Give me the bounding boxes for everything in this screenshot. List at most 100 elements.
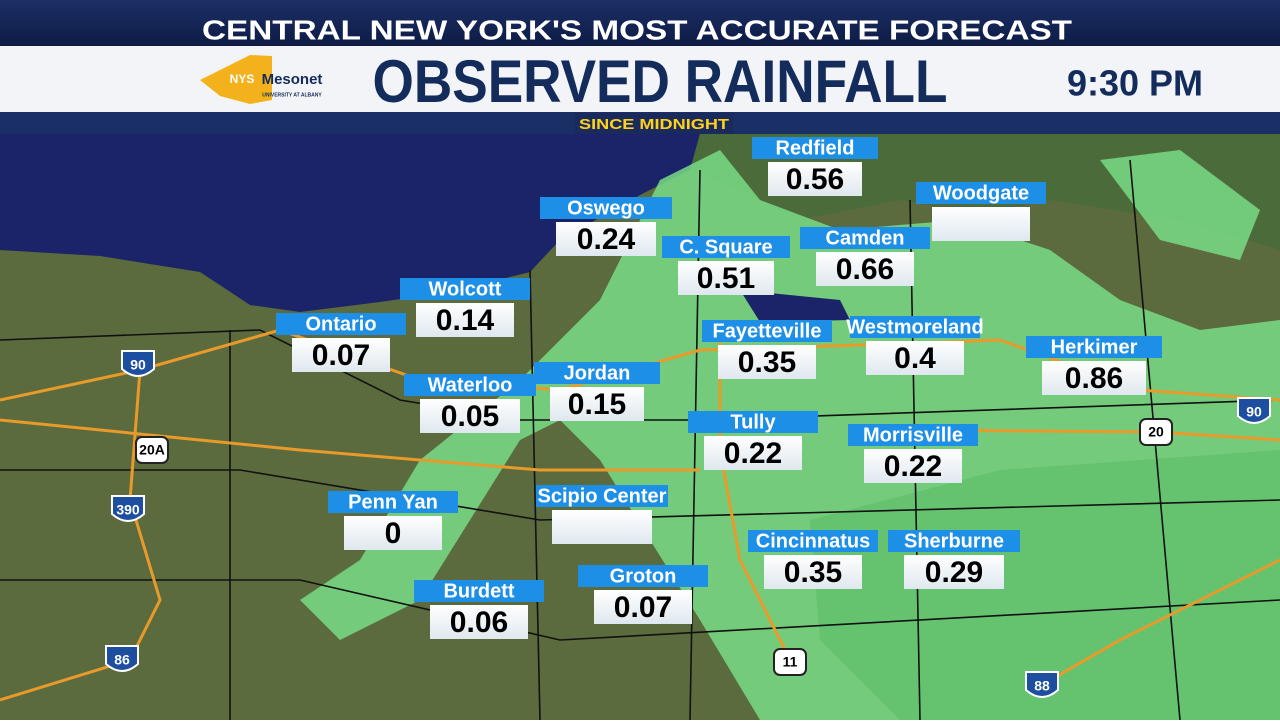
station-name: Ontario bbox=[305, 313, 376, 335]
station-name: Morrisville bbox=[863, 424, 963, 446]
interstate-shield bbox=[105, 645, 139, 672]
station-name-box bbox=[702, 320, 832, 342]
station-name-box bbox=[662, 236, 790, 258]
station-name-box bbox=[748, 530, 878, 552]
station-name-box bbox=[404, 374, 536, 396]
station-value: 0.22 bbox=[884, 450, 942, 483]
station-value: 0.06 bbox=[450, 606, 508, 639]
station-value-box bbox=[416, 303, 514, 337]
station-name: Westmoreland bbox=[846, 316, 983, 338]
station-name: Herkimer bbox=[1051, 336, 1138, 358]
station-value: 0.35 bbox=[784, 556, 842, 589]
us-shield bbox=[1139, 418, 1173, 446]
station-name-box bbox=[540, 197, 672, 219]
station-name: Redfield bbox=[776, 137, 855, 159]
station-value-box bbox=[420, 399, 520, 433]
station-value-box bbox=[344, 516, 442, 550]
station-name: Jordan bbox=[564, 362, 631, 384]
station-name-box bbox=[1026, 336, 1162, 358]
top-bar bbox=[0, 0, 1280, 46]
station-name-box bbox=[536, 485, 668, 507]
station-name: Groton bbox=[610, 565, 677, 587]
station-value: 0.4 bbox=[894, 342, 936, 375]
station-value: 0.35 bbox=[738, 346, 796, 379]
station-name-box bbox=[688, 411, 818, 433]
station-name-box bbox=[276, 313, 406, 335]
oneida-lake bbox=[740, 290, 850, 322]
shield-label: 390 bbox=[116, 502, 140, 518]
station-name: Cincinnatus bbox=[756, 530, 870, 552]
station-name: Sherburne bbox=[904, 530, 1004, 552]
station-value: 0.07 bbox=[614, 591, 672, 624]
station-name-box bbox=[850, 316, 980, 338]
station-value: 0.56 bbox=[786, 163, 844, 196]
station-value-box bbox=[594, 590, 692, 624]
shield-label: 90 bbox=[130, 357, 146, 373]
interstate-shield bbox=[111, 495, 145, 522]
station-value: 0 bbox=[385, 517, 402, 550]
station-name-box bbox=[800, 227, 930, 249]
station-value-box bbox=[718, 345, 816, 379]
station-value-box bbox=[864, 449, 962, 483]
station-value: 0.22 bbox=[724, 437, 782, 470]
station-value-box bbox=[704, 436, 802, 470]
station-value-box bbox=[932, 207, 1030, 241]
station-name-box bbox=[888, 530, 1020, 552]
shield-label: 11 bbox=[783, 654, 798, 670]
logo-sub: UNIVERSITY AT ALBANY bbox=[262, 92, 322, 98]
shield-label: 20 bbox=[1148, 424, 1164, 440]
subtitle: SINCE MIDNIGHT bbox=[579, 116, 729, 133]
station-value: 0.15 bbox=[568, 388, 626, 421]
us-shield bbox=[135, 436, 169, 464]
station-value: 0.66 bbox=[836, 253, 894, 286]
interstate-shield bbox=[1237, 397, 1271, 424]
station-value: 0.86 bbox=[1065, 362, 1123, 395]
logo-state bbox=[200, 55, 272, 104]
station-name: Burdett bbox=[443, 580, 514, 602]
station-value: 0.05 bbox=[441, 400, 499, 433]
station-name: Wolcott bbox=[429, 278, 502, 300]
subtitle-box bbox=[575, 113, 733, 134]
station-value-box bbox=[552, 510, 652, 544]
station-value-box bbox=[1042, 361, 1146, 395]
station-name: Penn Yan bbox=[348, 491, 438, 513]
station-value-box bbox=[764, 555, 862, 589]
station-value-box bbox=[816, 252, 914, 286]
shield-label: 86 bbox=[114, 652, 130, 668]
station-value: 0.51 bbox=[697, 262, 755, 295]
station-name: Oswego bbox=[567, 197, 645, 219]
station-name-box bbox=[328, 491, 458, 513]
station-name-box bbox=[534, 362, 660, 384]
station-name: Tully bbox=[730, 411, 776, 433]
station-name-box bbox=[916, 182, 1046, 204]
station-value-box bbox=[768, 162, 862, 196]
station-value-box bbox=[866, 341, 964, 375]
station-value-box bbox=[556, 222, 656, 256]
station-name-box bbox=[848, 424, 978, 446]
station-value: 0.07 bbox=[312, 339, 370, 372]
us-shield bbox=[773, 648, 807, 676]
station-name: Fayetteville bbox=[713, 320, 822, 342]
logo-nys: NYS bbox=[230, 72, 255, 86]
station-value-box bbox=[292, 338, 390, 372]
station-name: C. Square bbox=[679, 236, 772, 258]
station-name: Scipio Center bbox=[538, 485, 667, 507]
lake-ontario bbox=[0, 134, 700, 312]
time: 9:30 PM bbox=[1067, 63, 1203, 104]
interstate-shield bbox=[1025, 671, 1059, 698]
station-value: 0.24 bbox=[577, 223, 636, 256]
station-value: 0.14 bbox=[436, 304, 495, 337]
station-name: Waterloo bbox=[428, 374, 513, 396]
station-name-box bbox=[414, 580, 544, 602]
station-name-box bbox=[400, 278, 530, 300]
station-value-box bbox=[904, 555, 1004, 589]
station-name-box bbox=[752, 137, 878, 159]
tagline: CENTRAL NEW YORK'S MOST ACCURATE FORECAS… bbox=[202, 14, 1072, 45]
station-value: 0.29 bbox=[925, 556, 983, 589]
title: OBSERVED RAINFALL bbox=[373, 48, 948, 115]
shield-label: 88 bbox=[1034, 678, 1050, 694]
shield-label: 20A bbox=[139, 442, 165, 458]
station-name: Woodgate bbox=[933, 182, 1029, 204]
station-value-box bbox=[678, 261, 774, 295]
